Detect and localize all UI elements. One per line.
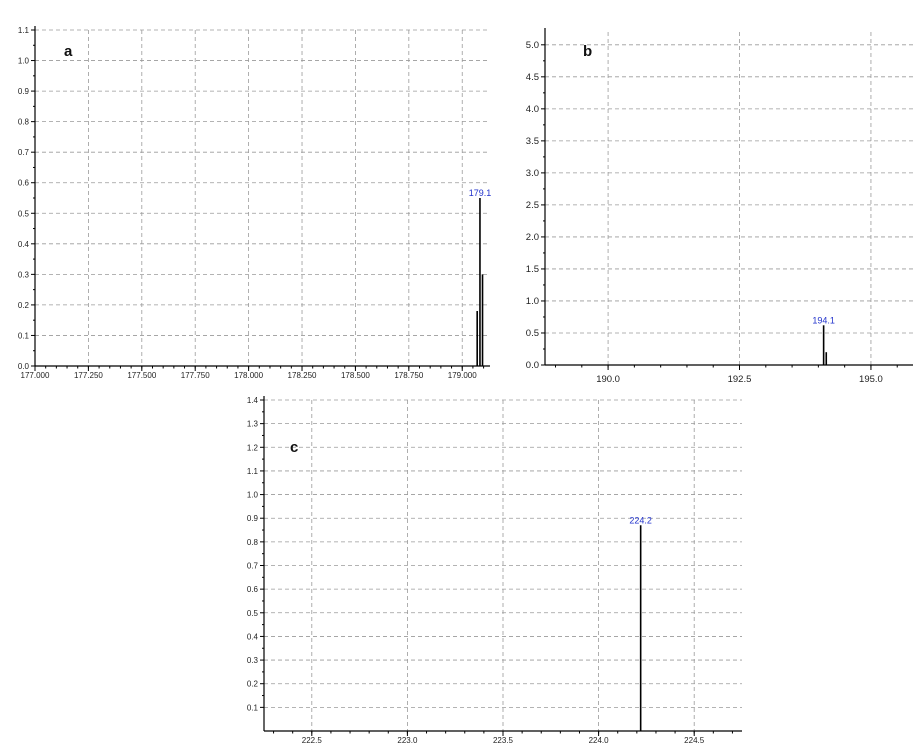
y-tick-label: 1.5: [526, 264, 539, 275]
y-tick-label: 0.3: [18, 270, 30, 279]
y-tick-label: 1.1: [18, 26, 30, 35]
y-tick-label: 0.4: [18, 240, 30, 249]
y-tick-label: 3.0: [526, 168, 539, 179]
panel-label: a: [64, 43, 73, 60]
y-tick-label: 0.5: [18, 209, 30, 218]
panel-label: b: [583, 43, 592, 60]
y-tick-label: 1.3: [247, 420, 259, 429]
y-tick-label: 1.0: [18, 57, 30, 66]
y-tick-label: 0.1: [18, 331, 30, 340]
y-tick-label: 4.5: [526, 72, 539, 83]
y-tick-label: 0.5: [526, 328, 539, 339]
y-tick-label: 0.2: [18, 301, 30, 310]
y-tick-label: 0.4: [247, 632, 259, 641]
x-tick-label: 222.5: [302, 736, 323, 743]
peak-label: 224.2: [629, 515, 652, 525]
y-tick-label: 2.5: [526, 200, 539, 211]
y-tick-label: 0.3: [247, 656, 259, 665]
x-tick-label: 192.5: [728, 374, 752, 385]
x-tick-label: 177.250: [74, 371, 103, 380]
y-tick-label: 1.2: [247, 443, 259, 452]
x-tick-label: 224.5: [684, 736, 705, 743]
y-tick-label: 0.9: [18, 87, 30, 96]
panel-b: 0.0 0.5 1.0 1.5 2.0 2.5 3.0 3.5 4.0 4.5 5.0 190.0 19…: [526, 28, 913, 385]
x-tick-label: 195.0: [859, 374, 883, 385]
x-tick-label: 223.5: [493, 736, 514, 743]
x-tick-label: 224.0: [589, 736, 610, 743]
y-tick-label: 0.2: [247, 680, 259, 689]
y-tick-label: 0.1: [247, 703, 259, 712]
y-tick-label: 4.0: [526, 104, 539, 115]
y-tick-label: 0.8: [18, 118, 30, 127]
y-tick-label: 0.5: [247, 609, 259, 618]
y-tick-label: 2.0: [526, 232, 539, 243]
x-tick-label: 177.000: [21, 371, 50, 380]
x-tick-label: 178.500: [341, 371, 370, 380]
x-tick-label: 178.750: [394, 371, 423, 380]
x-tick-label: 177.750: [181, 371, 210, 380]
x-tick-label: 178.000: [234, 371, 263, 380]
y-tick-label: 1.1: [247, 467, 259, 476]
panel-a: 0.0 0.1 0.2 0.3 0.4 0.5 0.6 0.7 0.8 0.9 1.0 1.1 177.…: [18, 26, 491, 380]
y-tick-label: 0.6: [18, 179, 30, 188]
peak-label: 194.1: [812, 315, 835, 325]
x-tick-label: 190.0: [596, 374, 620, 385]
x-tick-label: 179.000: [448, 371, 477, 380]
peak-label: 179.1: [469, 188, 492, 198]
y-tick-label: 0.9: [247, 514, 259, 523]
y-tick-label: 3.5: [526, 136, 539, 147]
y-tick-label: 5.0: [526, 40, 539, 51]
x-tick-label: 178.250: [288, 371, 317, 380]
y-tick-label: 0.0: [526, 360, 539, 371]
x-tick-label: 223.0: [397, 736, 418, 743]
y-tick-label: 1.0: [526, 296, 539, 307]
y-tick-label: 0.6: [247, 585, 259, 594]
panel-label: c: [290, 439, 298, 456]
y-tick-label: 0.7: [247, 562, 259, 571]
y-tick-label: 0.0: [18, 362, 30, 371]
x-tick-label: 177.500: [127, 371, 156, 380]
y-tick-label: 0.8: [247, 538, 259, 547]
y-tick-label: 0.7: [18, 148, 30, 157]
panel-c: 0.1 0.2 0.3 0.4 0.5 0.6 0.7 0.8 0.9 1.0 1.1 1.2 1.3 1…: [247, 396, 742, 743]
y-tick-label: 1.0: [247, 491, 259, 500]
y-tick-label: 1.4: [247, 396, 259, 405]
